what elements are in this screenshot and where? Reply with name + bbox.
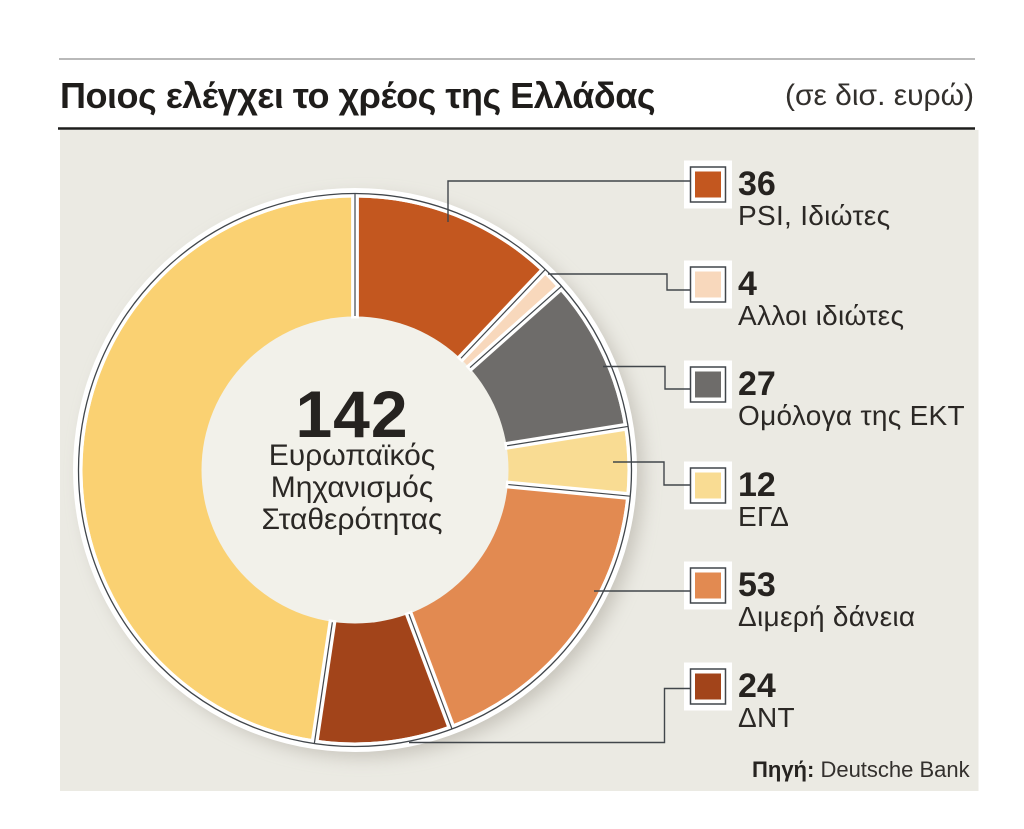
svg-text:142: 142 [295, 377, 408, 451]
svg-text:Μηχανισμός: Μηχανισμός [271, 471, 434, 504]
svg-text:PSI, Ιδιώτες: PSI, Ιδιώτες [738, 200, 890, 231]
svg-text:Ποιος ελέγχει το χρέος της Ελλ: Ποιος ελέγχει το χρέος της Ελλάδας [60, 75, 655, 116]
svg-text:Ευρωπαϊκός: Ευρωπαϊκός [269, 439, 436, 472]
svg-text:4: 4 [738, 265, 757, 303]
svg-text:53: 53 [738, 566, 776, 604]
svg-text:Πηγή: Deutsche Bank: Πηγή: Deutsche Bank [752, 757, 971, 782]
svg-text:Αλλοι ιδιώτες: Αλλοι ιδιώτες [738, 300, 904, 331]
svg-text:Σταθερότητας: Σταθερότητας [261, 503, 442, 536]
svg-text:36: 36 [738, 165, 776, 203]
svg-text:Διμερή δάνεια: Διμερή δάνεια [738, 601, 915, 632]
svg-text:12: 12 [738, 466, 776, 504]
svg-text:Ομόλογα της ΕΚΤ: Ομόλογα της ΕΚΤ [738, 400, 965, 431]
svg-text:ΕΓΔ: ΕΓΔ [738, 501, 789, 532]
svg-text:(σε δισ. ευρώ): (σε δισ. ευρώ) [785, 79, 974, 112]
svg-text:27: 27 [738, 365, 776, 403]
svg-text:ΔΝΤ: ΔΝΤ [738, 702, 795, 733]
svg-text:24: 24 [738, 667, 776, 705]
